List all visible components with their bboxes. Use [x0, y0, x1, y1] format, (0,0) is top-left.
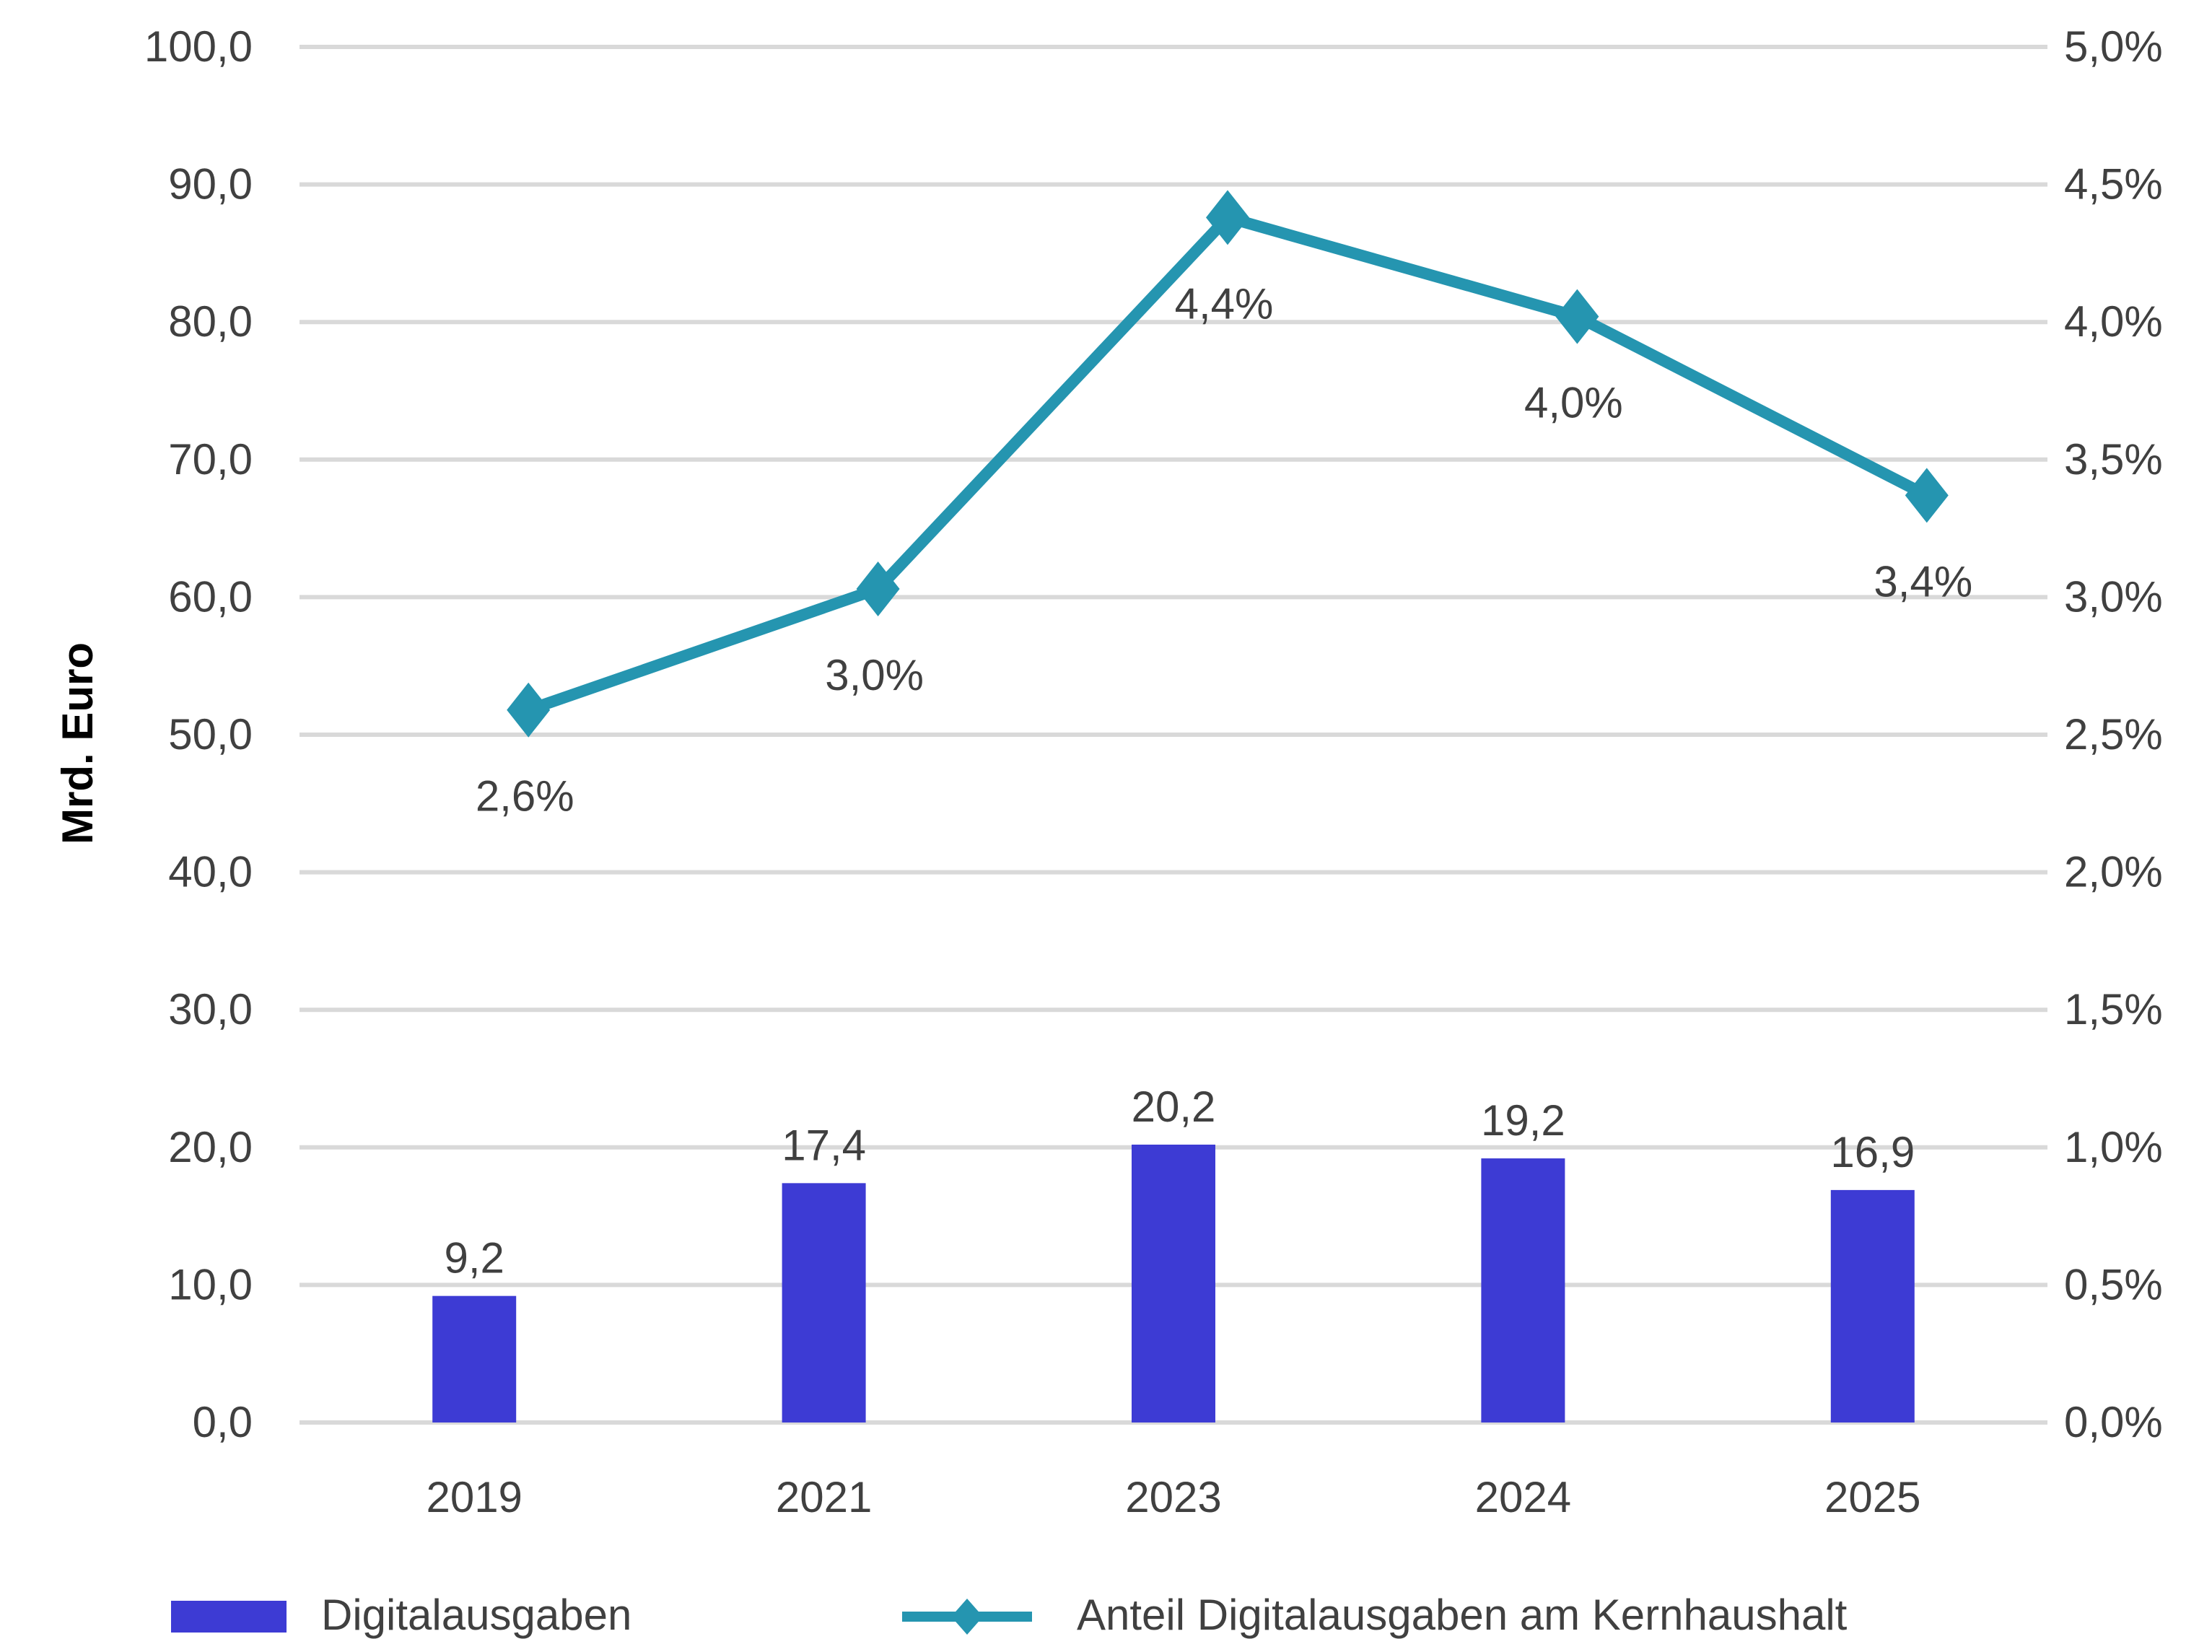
y-tick-label: 70,0 [168, 435, 253, 484]
y-tick-label: 60,0 [168, 572, 253, 621]
x-tick-label: 2023 [1125, 1473, 1221, 1521]
line-data-label: 4,0% [1524, 379, 1623, 427]
bar-data-label: 17,4 [782, 1121, 866, 1169]
line-marker-2025 [1905, 468, 1949, 523]
legend-label-line: Anteil Digitalausgaben am Kernhaushalt [1077, 1591, 1848, 1639]
y2-tick-label: 1,0% [2064, 1123, 2163, 1171]
bar-2024 [1481, 1158, 1565, 1422]
legend-swatch-bar [171, 1601, 287, 1633]
line-marker-2024 [1555, 289, 1599, 344]
bar-2021 [782, 1183, 866, 1422]
y2-tick-label: 2,0% [2064, 848, 2163, 896]
y-tick-label: 30,0 [168, 985, 253, 1033]
x-tick-label: 2019 [426, 1473, 522, 1521]
y-axis-label: Mrd. Euro [53, 642, 102, 844]
gridlines [300, 45, 2047, 1425]
bar-data-label: 9,2 [444, 1234, 504, 1282]
x-axis: 2019 2021 2023 2024 2025 [426, 1473, 1920, 1521]
y2-tick-label: 5,0% [2064, 22, 2163, 71]
line-series: 2,6% 3,0% 4,4% 4,0% 3,4% [476, 190, 1972, 821]
bar-data-label: 19,2 [1481, 1096, 1565, 1145]
bar-data-label: 16,9 [1830, 1128, 1915, 1176]
x-tick-label: 2021 [776, 1473, 872, 1521]
bar-2019 [432, 1295, 517, 1422]
legend: Digitalausgaben Anteil Digitalausgaben a… [171, 1591, 1848, 1639]
bar-2025 [1830, 1189, 1915, 1422]
line-marker-2019 [507, 682, 551, 738]
y-tick-label: 40,0 [168, 848, 253, 896]
line-marker-2021 [856, 561, 900, 616]
y2-tick-label: 0,0% [2064, 1398, 2163, 1446]
legend-diamond-icon [951, 1599, 983, 1635]
y2-tick-label: 3,5% [2064, 435, 2163, 484]
y-axis-right: 0,0% 0,5% 1,0% 1,5% 2,0% 2,5% 3,0% 3,5% 4,0% 4,5%… [2064, 22, 2163, 1446]
bar-series: 9,2 17,4 20,2 19,2 16,9 [432, 1083, 1915, 1422]
y-tick-label: 50,0 [168, 710, 253, 759]
x-tick-label: 2024 [1475, 1473, 1571, 1521]
y-tick-label: 100,0 [144, 22, 253, 71]
line-data-label: 4,4% [1175, 279, 1274, 328]
line-marker-2023 [1206, 190, 1249, 245]
y-tick-label: 10,0 [168, 1260, 253, 1308]
legend-label-bar: Digitalausgaben [321, 1591, 631, 1639]
y2-tick-label: 4,5% [2064, 160, 2163, 209]
line-data-label: 2,6% [476, 772, 574, 821]
y-tick-label: 0,0 [193, 1398, 253, 1446]
bar-2023 [1132, 1144, 1215, 1422]
bar-data-label: 20,2 [1132, 1083, 1216, 1131]
y2-tick-label: 2,5% [2064, 710, 2163, 759]
x-tick-label: 2025 [1824, 1473, 1920, 1521]
y-tick-label: 20,0 [168, 1123, 253, 1171]
y2-tick-label: 1,5% [2064, 985, 2163, 1033]
y-axis-left: 0,0 10,0 20,0 30,0 40,0 50,0 60,0 70,0 80,0 90,0 1… [144, 22, 253, 1446]
y2-tick-label: 0,5% [2064, 1260, 2163, 1308]
y2-tick-label: 3,0% [2064, 572, 2163, 621]
line-data-label: 3,0% [825, 651, 924, 699]
y-tick-label: 80,0 [168, 297, 253, 346]
y2-tick-label: 4,0% [2064, 297, 2163, 346]
y-tick-label: 90,0 [168, 160, 253, 209]
line-data-label: 3,4% [1874, 557, 1972, 606]
